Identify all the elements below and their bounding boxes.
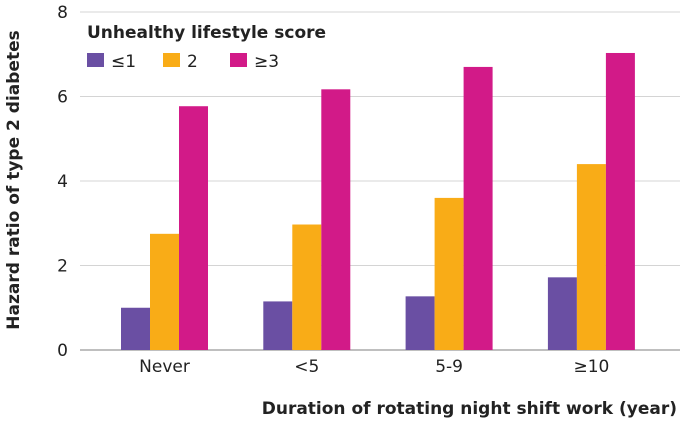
y-tick-label: 2 — [57, 257, 68, 277]
x-category-labels: Never <5 5-9 ≥10 — [139, 357, 609, 377]
y-tick-labels: 0 2 4 6 8 — [57, 3, 68, 361]
y-tick-label: 8 — [57, 3, 68, 23]
y-tick-label: 0 — [57, 341, 68, 361]
y-tick-label: 4 — [57, 172, 68, 192]
bar — [463, 66, 493, 351]
bar — [547, 277, 577, 350]
y-axis-title: Hazard ratio of type 2 diabetes — [4, 30, 24, 329]
bars — [121, 52, 635, 351]
x-category-label: <5 — [294, 357, 319, 377]
legend-label: 2 — [187, 52, 198, 72]
bar — [263, 301, 293, 350]
legend-title: Unhealthy lifestyle score — [87, 23, 326, 43]
x-axis-title: Duration of rotating night shift work (y… — [262, 399, 677, 419]
legend-items: ≤1 2 ≥3 — [87, 52, 279, 72]
bar — [434, 197, 464, 350]
x-category-label: Never — [139, 357, 190, 377]
bar — [405, 296, 435, 350]
legend: Unhealthy lifestyle score ≤1 2 ≥3 — [87, 23, 326, 72]
legend-swatch — [87, 53, 104, 67]
x-category-label: ≥10 — [573, 357, 609, 377]
y-tick-label: 6 — [57, 88, 68, 108]
bar — [605, 52, 635, 351]
legend-swatch — [230, 53, 247, 67]
legend-label: ≤1 — [111, 52, 136, 72]
bar — [321, 89, 351, 350]
bar — [292, 224, 322, 350]
bar — [576, 164, 606, 350]
bar — [150, 233, 179, 350]
legend-label: ≥3 — [254, 52, 279, 72]
x-category-label: 5-9 — [435, 357, 463, 377]
legend-swatch — [163, 53, 180, 67]
bar — [121, 307, 150, 350]
bar — [179, 106, 208, 350]
